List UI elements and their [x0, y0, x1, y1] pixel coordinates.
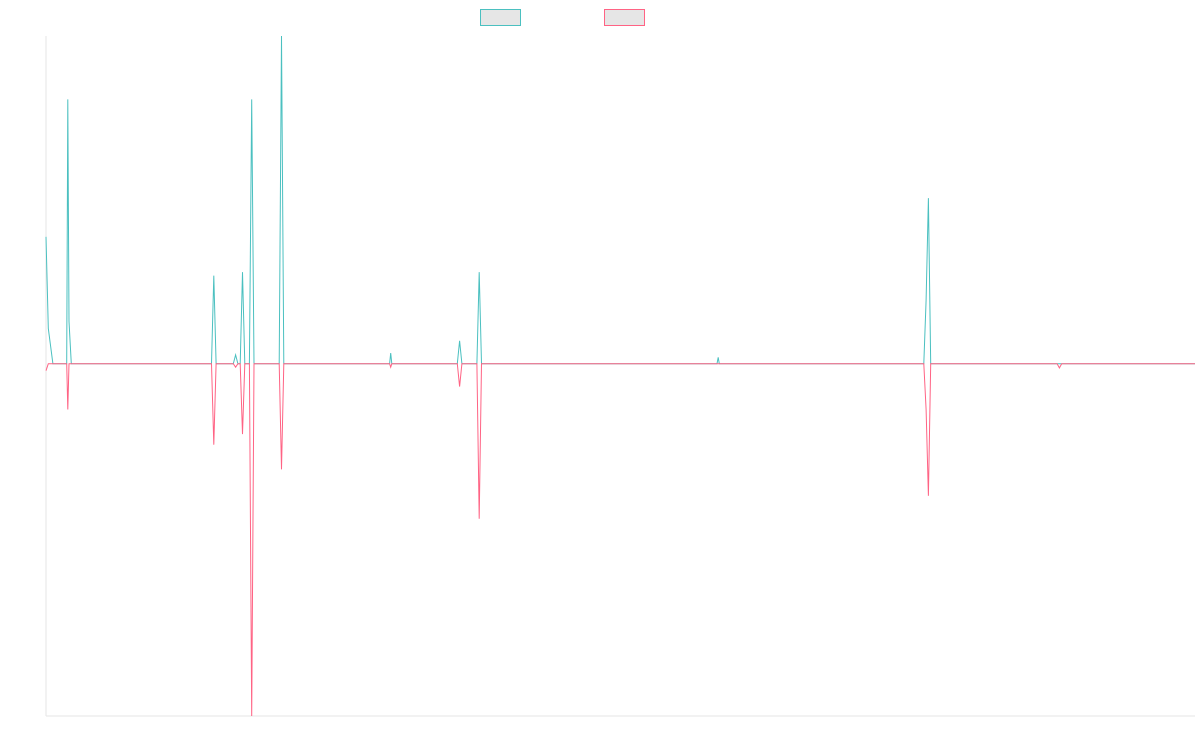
- axes: [45, 36, 1195, 717]
- legend-swatch-2: [604, 9, 645, 26]
- series-line-1: [45, 35, 1195, 365]
- series-line-2: [45, 363, 1195, 717]
- series-layer: [45, 35, 1195, 717]
- legend: [480, 9, 645, 26]
- legend-swatch-1: [480, 9, 521, 26]
